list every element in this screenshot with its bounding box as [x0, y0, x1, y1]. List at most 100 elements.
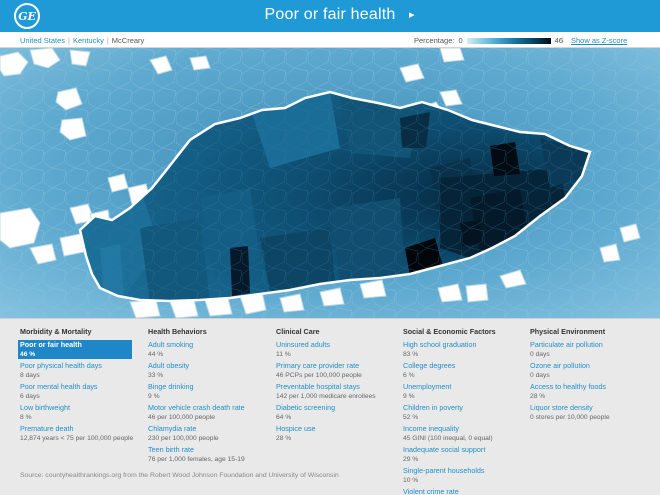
- metric-label[interactable]: Violent crime rate: [403, 487, 459, 495]
- metric-item[interactable]: Low birthweight 8 %: [20, 403, 146, 422]
- breadcrumb-mccreary: McCreary: [111, 36, 145, 45]
- metric-value: 83 %: [403, 350, 419, 358]
- breadcrumb-kentucky[interactable]: Kentucky: [72, 36, 104, 45]
- metric-label[interactable]: Adult obesity: [148, 361, 190, 370]
- legend-max: 46: [554, 36, 563, 45]
- metric-item[interactable]: Children in poverty 52 %: [403, 403, 529, 422]
- metric-value: 12,874 years < 75 per 100,000 people: [20, 434, 134, 442]
- breadcrumb-united-states[interactable]: United States: [20, 36, 66, 45]
- column-heading: Social & Economic Factors: [403, 327, 496, 336]
- metric-item[interactable]: Particulate air pollution 0 days: [530, 340, 656, 359]
- page-title[interactable]: Poor or fair health: [264, 6, 396, 23]
- metric-label[interactable]: Poor mental health days: [20, 382, 98, 391]
- metric-label[interactable]: Unemployment: [403, 382, 452, 391]
- choropleth-map[interactable]: [0, 48, 660, 318]
- metric-value: 76 per 1,000 females, age 15-19: [148, 455, 245, 463]
- state-border: [78, 90, 592, 303]
- metric-value: 6 %: [403, 371, 415, 379]
- metric-label[interactable]: Hospice use: [276, 424, 316, 433]
- metric-value: 0 stores per 10,000 people: [530, 413, 610, 421]
- map-svg: [0, 48, 660, 318]
- metric-column: Health Behaviors Adult smoking 44 % Adult o…: [148, 327, 274, 466]
- metric-value: 28 %: [276, 434, 292, 442]
- metric-value: 44 %: [148, 350, 164, 358]
- color-legend: Percentage: 0 46: [414, 36, 563, 45]
- metric-item[interactable]: Access to healthy foods 28 %: [530, 382, 656, 401]
- zscore-toggle-link[interactable]: Show as Z-score: [571, 36, 628, 45]
- metric-item[interactable]: Liquor store density 0 stores per 10,000 …: [530, 403, 656, 422]
- header-bar: GE Poor or fair health ▸: [0, 0, 660, 32]
- metric-item[interactable]: Diabetic screening 64 %: [276, 403, 402, 422]
- metric-item[interactable]: Motor vehicle crash death rate 46 per 100…: [148, 403, 274, 422]
- metric-label[interactable]: Poor or fair health: [20, 340, 82, 349]
- metric-item[interactable]: High school graduation 83 %: [403, 340, 529, 359]
- metric-label[interactable]: Preventable hospital stays: [276, 382, 360, 391]
- metric-item[interactable]: Uninsured adults 11 %: [276, 340, 402, 359]
- legend-label: Percentage:: [414, 36, 455, 45]
- metric-label[interactable]: Children in poverty: [403, 403, 463, 412]
- metric-label[interactable]: Income inequality: [403, 424, 459, 433]
- metric-item[interactable]: Binge drinking 9 %: [148, 382, 274, 401]
- metric-label[interactable]: Access to healthy foods: [530, 382, 606, 391]
- metric-label[interactable]: Binge drinking: [148, 382, 194, 391]
- metric-label[interactable]: Diabetic screening: [276, 403, 336, 412]
- metric-item[interactable]: Hospice use 28 %: [276, 424, 402, 443]
- metric-column: Physical Environment Particulate air poll…: [530, 327, 656, 424]
- metric-value: 0 days: [530, 350, 550, 358]
- metric-item[interactable]: Adult obesity 33 %: [148, 361, 274, 380]
- metric-label[interactable]: Liquor store density: [530, 403, 593, 412]
- metric-value: 11 %: [276, 350, 291, 358]
- column-heading: Health Behaviors: [148, 327, 207, 336]
- sub-toolbar: United States | Kentucky | McCreary Percenta…: [0, 32, 660, 48]
- metric-label[interactable]: High school graduation: [403, 340, 477, 349]
- metric-item[interactable]: Single-parent households 10 %: [403, 466, 529, 485]
- metric-label[interactable]: Ozone air pollution: [530, 361, 590, 370]
- breadcrumb-separator: |: [68, 36, 70, 45]
- metric-item[interactable]: Unemployment 9 %: [403, 382, 529, 401]
- metric-label[interactable]: Motor vehicle crash death rate: [148, 403, 245, 412]
- metric-label[interactable]: College degrees: [403, 361, 456, 370]
- metric-label[interactable]: Premature death: [20, 424, 74, 433]
- metric-item[interactable]: Adult smoking 44 %: [148, 340, 274, 359]
- metric-item[interactable]: Income inequality 45 GINI (100 inequal, 0…: [403, 424, 529, 443]
- metric-item[interactable]: Poor physical health days 8 days: [20, 361, 146, 380]
- metric-item[interactable]: College degrees 6 %: [403, 361, 529, 380]
- column-heading: Clinical Care: [276, 327, 320, 336]
- metric-label[interactable]: Chlamydia rate: [148, 424, 197, 433]
- metric-label[interactable]: Primary care provider rate: [276, 361, 360, 370]
- metric-item[interactable]: Violent crime rate0 per 100,000 people: [403, 487, 529, 495]
- metric-item[interactable]: Poor mental health days 6 days: [20, 382, 146, 401]
- breadcrumb-separator: |: [106, 36, 109, 45]
- metric-value: 230 per 100,000 people: [148, 434, 219, 442]
- metric-label[interactable]: Uninsured adults: [276, 340, 330, 349]
- metric-item[interactable]: Poor or fair health 46 %: [18, 340, 132, 359]
- metric-label[interactable]: Single-parent households: [403, 466, 485, 475]
- column-heading: Morbidity & Mortality: [20, 327, 92, 336]
- dropdown-arrow-icon[interactable]: ▸: [409, 9, 415, 21]
- ge-logo[interactable]: GE: [14, 3, 40, 29]
- metric-item[interactable]: Teen birth rate 76 per 1,000 females, age…: [148, 445, 274, 464]
- metric-value: 33 %: [148, 371, 164, 379]
- metric-item[interactable]: Primary care provider rate 46 PCPs per 10…: [276, 361, 402, 380]
- metric-value: 46 per 100,000 people: [148, 413, 215, 421]
- legend-min: 0: [458, 36, 463, 45]
- metric-label[interactable]: Particulate air pollution: [530, 340, 603, 349]
- metric-value: 8 %: [20, 413, 32, 421]
- metric-label[interactable]: Adult smoking: [148, 340, 194, 349]
- metric-value: 10 %: [403, 476, 419, 484]
- metric-label[interactable]: Low birthweight: [20, 403, 70, 412]
- breadcrumb: United States | Kentucky | McCreary: [20, 36, 144, 45]
- metric-value: 52 %: [403, 413, 419, 421]
- metric-column: Morbidity & Mortality Poor or fair health…: [18, 327, 146, 445]
- metric-item[interactable]: Inadequate social support 29 %: [403, 445, 529, 464]
- metric-item[interactable]: Preventable hospital stays 142 per 1,000 …: [276, 382, 402, 401]
- metric-value: 142 per 1,000 medicare enrollees: [276, 392, 376, 400]
- metric-item[interactable]: Chlamydia rate 230 per 100,000 people: [148, 424, 274, 443]
- metric-item[interactable]: Premature death 12,874 years < 75 per 100…: [20, 424, 146, 443]
- metric-label[interactable]: Teen birth rate: [148, 445, 194, 454]
- metric-label[interactable]: Poor physical health days: [20, 361, 102, 370]
- metric-column: Clinical Care Uninsured adults 11 % Primary…: [276, 327, 402, 445]
- metric-item[interactable]: Ozone air pollution 0 days: [530, 361, 656, 380]
- metric-value: 8 days: [20, 371, 40, 379]
- metric-label[interactable]: Inadequate social support: [403, 445, 486, 454]
